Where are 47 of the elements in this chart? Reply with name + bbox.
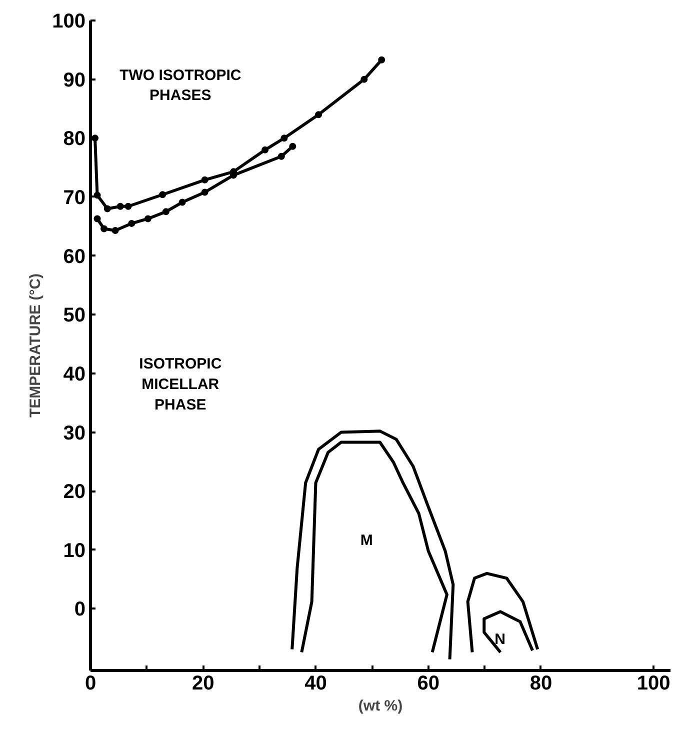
point [289,142,296,150]
point [178,198,186,206]
annotation: ISOTROPIC MICELLAR PHASE [139,356,222,414]
annotation: M [360,532,373,549]
line-series [466,572,540,654]
line-series [290,430,455,661]
point [280,134,288,142]
y-tick-label: 70 [63,186,86,209]
x-tick-label: 80 [530,672,552,694]
x-tick-label: 40 [304,672,327,694]
y-tick-label: 20 [63,481,86,504]
point [116,202,124,210]
point [262,146,269,154]
y-tick-label: 40 [63,363,86,386]
y-tick-label: 80 [63,128,86,150]
point [378,56,386,64]
y-tick-label: 0 [74,598,86,621]
y-tick-label: 100 [52,10,86,32]
y-tick-label: 60 [63,246,86,268]
point [360,76,368,83]
x-tick-label: 60 [417,672,440,694]
point [112,227,119,234]
point [201,176,208,184]
point [104,205,111,212]
point [124,202,132,210]
y-tick-label: 50 [63,304,86,327]
line-series [482,610,534,654]
x-tick-label: 20 [192,672,214,694]
x-axis-title: (wt %) [358,698,403,714]
point [159,191,166,198]
annotation: N [494,630,506,648]
point [94,192,101,199]
line-series [300,440,448,654]
point [315,111,322,118]
point [144,215,152,222]
y-tick-label: 30 [63,422,86,444]
y-tick-label: 90 [63,69,86,92]
y-axis-title: TEMPERATURE (°C) [27,273,44,418]
point [128,220,136,227]
point [162,208,170,216]
annotation: TWO ISOTROPIC PHASES [120,66,242,104]
point [100,225,108,232]
y-tick-label: 10 [63,540,86,562]
point [201,188,208,196]
x-tick-label: 100 [636,672,670,694]
point [94,215,101,222]
point [278,152,285,160]
